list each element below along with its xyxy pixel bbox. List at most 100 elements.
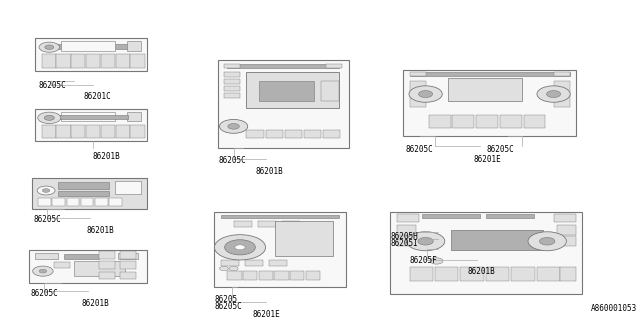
Bar (245, 260, 263, 266)
Circle shape (228, 124, 239, 129)
Bar (42, 44, 128, 49)
Bar (306, 271, 320, 280)
Bar (224, 79, 240, 84)
Bar (42, 115, 128, 119)
Bar (224, 93, 240, 98)
Bar (127, 112, 141, 121)
Bar (486, 214, 534, 218)
Bar (101, 125, 115, 138)
Circle shape (42, 188, 50, 192)
Bar (221, 215, 339, 219)
Bar (397, 214, 419, 221)
Bar (275, 221, 333, 256)
Bar (452, 115, 474, 128)
Bar (227, 64, 339, 68)
Bar (554, 81, 570, 93)
Text: 86201B: 86201B (256, 167, 284, 176)
Circle shape (38, 112, 61, 124)
Bar (58, 190, 109, 196)
Bar (99, 261, 115, 269)
Bar (35, 109, 147, 140)
Bar (554, 95, 570, 107)
Bar (557, 236, 576, 246)
Bar (500, 115, 522, 128)
Circle shape (229, 266, 238, 271)
Circle shape (430, 258, 443, 264)
Bar (266, 130, 283, 138)
Bar (115, 181, 141, 194)
Bar (448, 78, 522, 101)
Text: 86201E: 86201E (253, 310, 280, 319)
Text: 86205: 86205 (214, 295, 237, 304)
Bar (259, 271, 273, 280)
Text: A860001053: A860001053 (591, 304, 637, 313)
Circle shape (540, 237, 555, 245)
Bar (224, 86, 240, 91)
Bar (269, 260, 287, 266)
Bar (54, 262, 70, 268)
Bar (56, 54, 70, 68)
Circle shape (220, 266, 228, 271)
Circle shape (45, 45, 54, 49)
Bar (524, 115, 545, 128)
Circle shape (220, 119, 248, 133)
Bar (99, 272, 115, 279)
Text: 86205C: 86205C (31, 289, 58, 298)
Circle shape (44, 115, 54, 120)
Circle shape (418, 237, 433, 245)
Bar (410, 95, 426, 107)
Bar (71, 125, 85, 138)
Bar (326, 64, 342, 68)
Circle shape (547, 91, 561, 98)
Bar (120, 251, 136, 259)
Text: 86205C: 86205C (38, 81, 66, 90)
Bar (99, 251, 115, 259)
Text: 86205F: 86205F (410, 256, 437, 265)
Bar (214, 212, 346, 287)
Bar (511, 267, 534, 282)
Circle shape (214, 235, 266, 260)
Bar (56, 125, 70, 138)
Text: 86205C: 86205C (33, 215, 61, 224)
Bar (390, 212, 582, 294)
Bar (127, 41, 141, 51)
Bar (397, 236, 416, 246)
Bar (290, 271, 305, 280)
Bar (61, 112, 115, 121)
Bar (451, 230, 543, 250)
Text: 86205C: 86205C (405, 145, 433, 154)
Text: 86201B: 86201B (82, 299, 109, 308)
Circle shape (537, 86, 570, 102)
Bar (536, 267, 560, 282)
Bar (304, 130, 321, 138)
Bar (422, 214, 480, 218)
Text: 86205C: 86205C (219, 156, 246, 165)
Text: 86205C: 86205C (214, 302, 242, 311)
Bar (42, 125, 56, 138)
Bar (42, 54, 56, 68)
Bar (218, 60, 349, 148)
Bar (410, 267, 433, 282)
Bar (224, 72, 240, 77)
Bar (460, 267, 484, 282)
Bar (61, 41, 115, 51)
Bar (246, 130, 264, 138)
Circle shape (406, 232, 445, 251)
Bar (323, 130, 340, 138)
Circle shape (419, 91, 433, 98)
Text: 86201E: 86201E (474, 155, 501, 164)
Bar (71, 54, 85, 68)
Bar (227, 271, 242, 280)
Bar (29, 250, 147, 283)
Bar (74, 261, 125, 276)
Bar (486, 267, 509, 282)
Text: 86201B: 86201B (467, 267, 495, 276)
Bar (246, 72, 339, 108)
Circle shape (235, 245, 245, 250)
Bar (101, 54, 115, 68)
Bar (234, 221, 252, 227)
Bar (35, 38, 147, 71)
Bar (410, 72, 426, 76)
Circle shape (39, 42, 60, 52)
Bar (435, 267, 458, 282)
